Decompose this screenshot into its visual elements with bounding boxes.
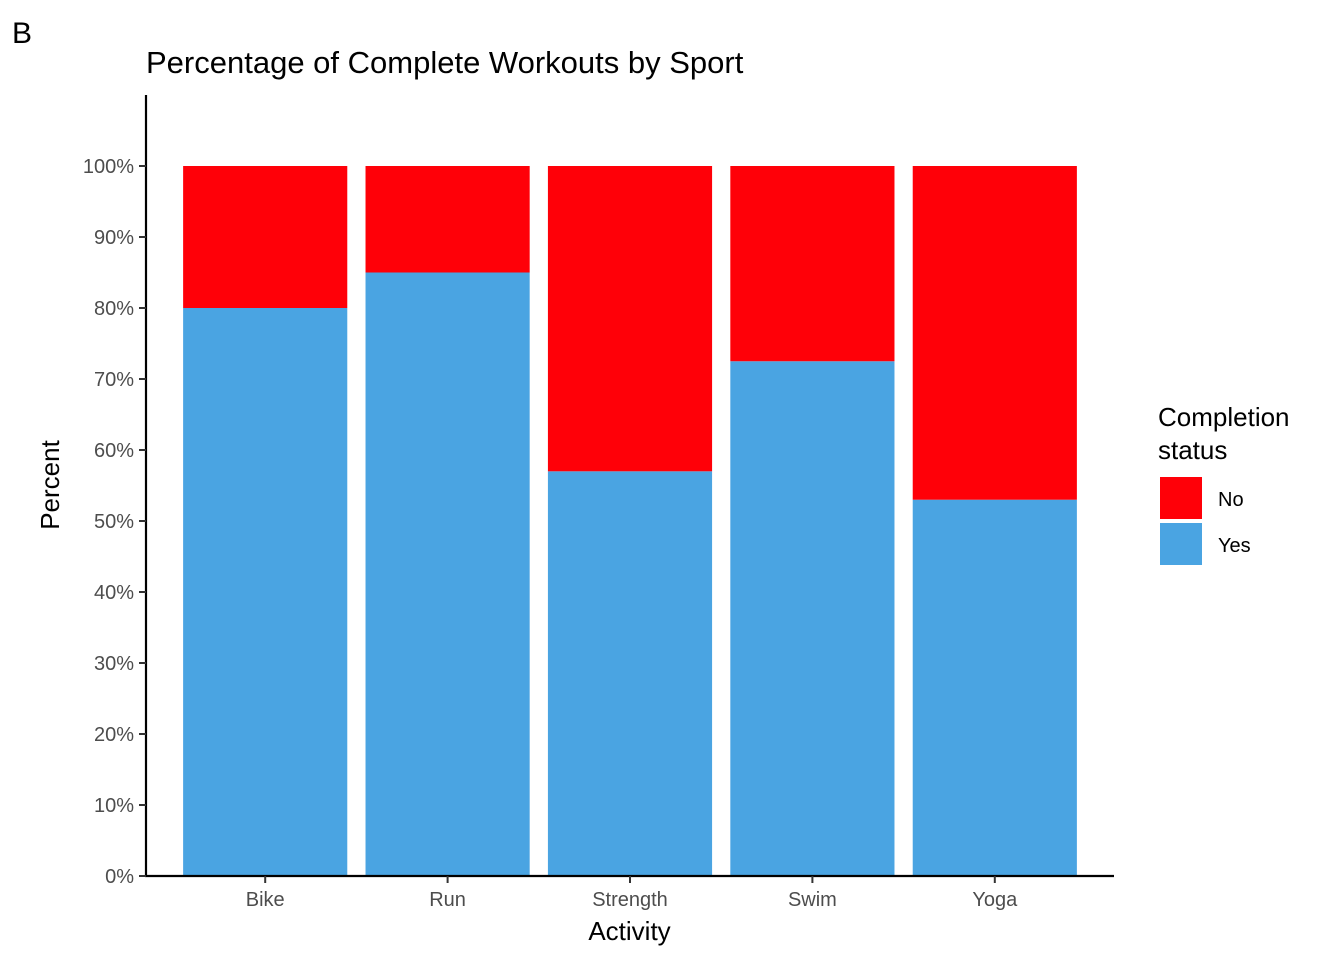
y-tick-label: 50% bbox=[94, 511, 134, 533]
bar-yoga-no bbox=[912, 166, 1077, 500]
y-tick-label: 30% bbox=[94, 653, 134, 675]
y-tick-label: 90% bbox=[94, 227, 134, 249]
x-axis-ticks: Bike Run Strength Swim Yoga bbox=[246, 876, 1018, 911]
bar-strength-no bbox=[547, 166, 713, 472]
legend-swatch-no bbox=[1160, 477, 1202, 519]
legend-swatch-yes bbox=[1160, 523, 1202, 565]
x-tick-label-yoga: Yoga bbox=[972, 889, 1018, 911]
x-tick-label-swim: Swim bbox=[788, 889, 837, 911]
bar-run-no bbox=[365, 166, 530, 273]
legend: Completion status No Yes bbox=[1158, 402, 1290, 565]
legend-title-line-1: Completion bbox=[1158, 402, 1290, 432]
bar-bike-no bbox=[183, 166, 348, 308]
y-tick-label: 40% bbox=[94, 582, 134, 604]
chart-title: Percentage of Complete Workouts by Sport bbox=[146, 45, 744, 80]
y-axis-ticks: 0% 10% 20% 30% 40% 50% 60% 70% 80% 90% 100% bbox=[83, 156, 146, 888]
bar-yoga-yes bbox=[912, 499, 1077, 876]
bar-swim-no bbox=[730, 166, 895, 362]
bars-layer bbox=[183, 166, 1077, 876]
y-tick-label: 70% bbox=[94, 369, 134, 391]
panel-tag: B bbox=[12, 17, 32, 50]
y-tick-label: 0% bbox=[105, 866, 134, 888]
y-tick-label: 20% bbox=[94, 724, 134, 746]
legend-label-yes: Yes bbox=[1218, 535, 1251, 557]
bar-run-yes bbox=[365, 272, 530, 876]
x-tick-label-bike: Bike bbox=[246, 889, 285, 911]
x-axis-title: Activity bbox=[588, 916, 670, 946]
y-tick-label: 80% bbox=[94, 298, 134, 320]
bar-strength-yes bbox=[547, 471, 713, 876]
legend-label-no: No bbox=[1218, 489, 1244, 511]
y-tick-label: 60% bbox=[94, 440, 134, 462]
y-tick-label: 10% bbox=[94, 795, 134, 817]
y-axis-title: Percent bbox=[35, 439, 65, 529]
y-tick-label: 100% bbox=[83, 156, 134, 178]
x-tick-label-run: Run bbox=[429, 889, 466, 911]
bar-swim-yes bbox=[730, 361, 895, 876]
x-tick-label-strength: Strength bbox=[592, 889, 668, 911]
legend-title-line-2: status bbox=[1158, 435, 1227, 465]
bar-bike-yes bbox=[183, 308, 348, 876]
